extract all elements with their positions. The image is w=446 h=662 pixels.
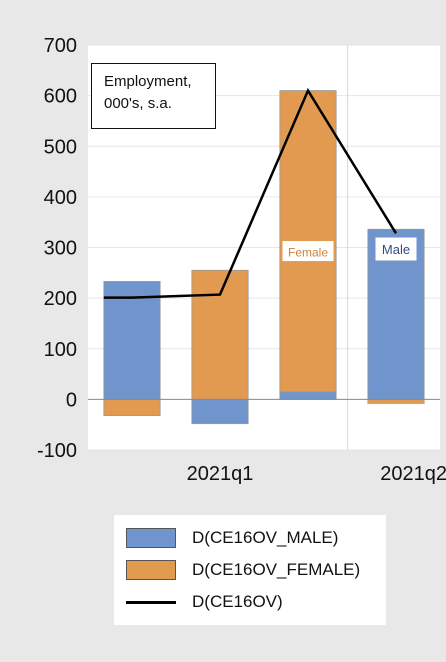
bar-male <box>103 281 161 400</box>
legend: D(CE16OV_MALE) D(CE16OV_FEMALE) D(CE16OV… <box>114 515 386 625</box>
bar-male <box>279 391 337 400</box>
total-line <box>103 87 398 299</box>
male-tag: Male <box>382 242 410 257</box>
x-tick-label: 2021q1 <box>187 463 254 485</box>
y-tick-label: 100 <box>44 339 77 361</box>
y-axis-ticks: -100 0 100 200 300 400 500 600 700 <box>37 35 77 462</box>
bar-female <box>103 398 161 416</box>
x-tick-label: 2021q2 <box>380 463 446 485</box>
female-tag-box <box>282 241 334 262</box>
legend-label-female: D(CE16OV_FEMALE) <box>192 560 361 579</box>
y-tick-label: 200 <box>44 288 77 310</box>
annotation-line-1: Employment, <box>104 73 192 90</box>
series-tags: Female Male <box>282 237 417 262</box>
bar-female <box>367 398 425 404</box>
legend-item-female: D(CE16OV_FEMALE) <box>126 558 360 582</box>
y-tick-label: 700 <box>44 35 77 57</box>
male-tag-box <box>375 237 417 261</box>
y-tick-label: -100 <box>37 440 77 462</box>
y-tick-label: 400 <box>44 187 77 209</box>
legend-swatch-total <box>126 600 176 604</box>
y-tick-label: 300 <box>44 238 77 260</box>
bar-male <box>191 398 249 425</box>
annotation-box: Employment, 000's, s.a. <box>91 63 216 129</box>
y-tick-label: 600 <box>44 86 77 108</box>
y-tick-label: 0 <box>66 389 77 411</box>
y-tick-label: 500 <box>44 136 77 158</box>
female-tag: Female <box>288 246 328 260</box>
legend-swatch-female <box>126 560 176 580</box>
x-axis-ticks: 2021q1 2021q2 <box>187 463 446 485</box>
legend-label-total: D(CE16OV) <box>192 592 283 611</box>
legend-item-total: D(CE16OV) <box>126 590 283 614</box>
annotation-line-2: 000's, s.a. <box>104 95 172 112</box>
legend-label-male: D(CE16OV_MALE) <box>192 528 339 547</box>
bar-female <box>191 269 249 400</box>
legend-swatch-male <box>126 528 176 548</box>
legend-item-male: D(CE16OV_MALE) <box>126 526 338 550</box>
